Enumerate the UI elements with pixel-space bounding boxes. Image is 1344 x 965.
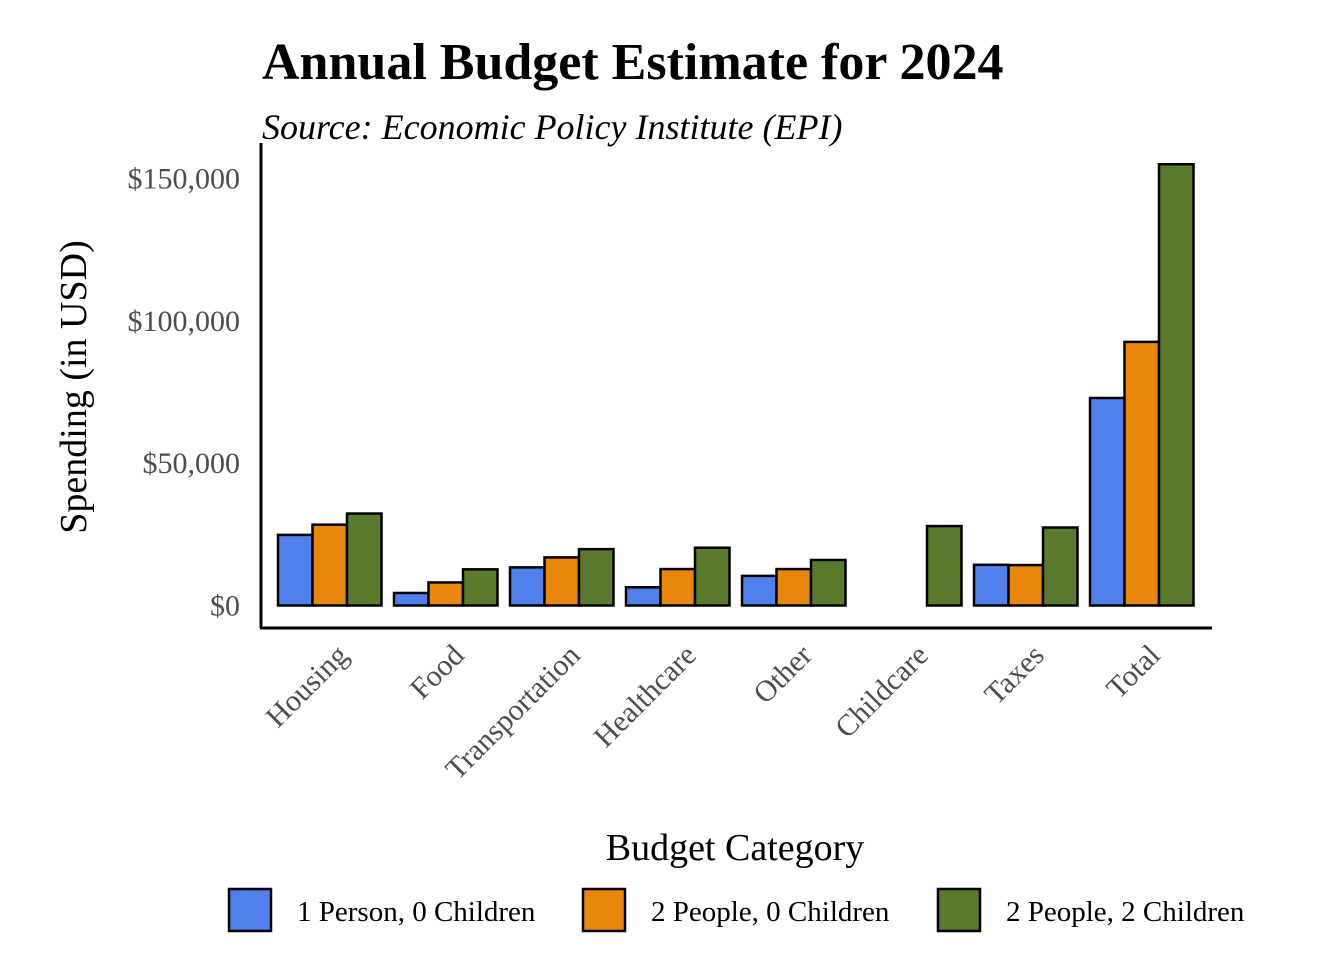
bar-food-series-3 [461,568,499,607]
x-tick-label: Housing [259,639,354,734]
y-tick-label: $100,000 [128,305,241,338]
x-tick-label: Taxes [978,639,1051,712]
bar-taxes-series-1 [972,563,1010,607]
y-axis-title: Spending (in USD) [53,240,95,533]
bar-housing-series-1 [276,533,314,607]
x-axis-title: Budget Category [606,827,865,869]
bar-taxes-series-3 [1041,526,1079,607]
bar-other-series-3 [809,558,847,607]
bar-other-series-2 [775,567,813,607]
bar-taxes-series-2 [1007,563,1045,607]
chart-title: Annual Budget Estimate for 2024 [262,34,1004,91]
bar-transportation-series-2 [543,556,581,607]
y-tick-label: $0 [210,590,240,623]
chart-subtitle: Source: Economic Policy Institute (EPI) [262,107,842,147]
legend-label: 2 People, 0 Children [651,896,890,928]
legend-swatch [581,887,627,933]
bar-food-series-1 [392,591,430,607]
bar-other-series-1 [740,574,778,607]
x-tick-label: Childcare [829,639,935,745]
y-tick-label: $50,000 [143,447,241,480]
legend-swatch [227,887,273,933]
bar-healthcare-series-1 [624,586,662,607]
legend-swatch [936,887,982,933]
bar-food-series-2 [427,581,465,607]
x-tick-label: Food [404,639,471,706]
y-axis-ticks: $0 $50,000 $100,000 $150,000 [128,163,241,623]
x-tick-label: Other [747,639,819,711]
bar-healthcare-series-3 [693,546,731,607]
bar-total-series-2 [1123,340,1161,607]
bars-group [276,163,1195,607]
legend-label: 2 People, 2 Children [1006,896,1245,928]
x-tick-label: Healthcare [588,639,703,754]
bar-housing-series-3 [345,512,383,607]
bar-housing-series-2 [311,523,349,607]
legend: 1 Person, 0 Children 2 People, 0 Children… [227,887,1245,933]
bar-healthcare-series-2 [659,567,697,607]
legend-label: 1 Person, 0 Children [297,896,536,928]
bar-childcare-series-3 [925,524,963,607]
bar-total-series-3 [1157,163,1195,607]
bar-transportation-series-3 [577,547,615,607]
bar-transportation-series-1 [508,566,546,607]
x-tick-label: Total [1100,639,1167,706]
y-tick-label: $150,000 [128,163,241,196]
bar-total-series-1 [1088,396,1126,607]
